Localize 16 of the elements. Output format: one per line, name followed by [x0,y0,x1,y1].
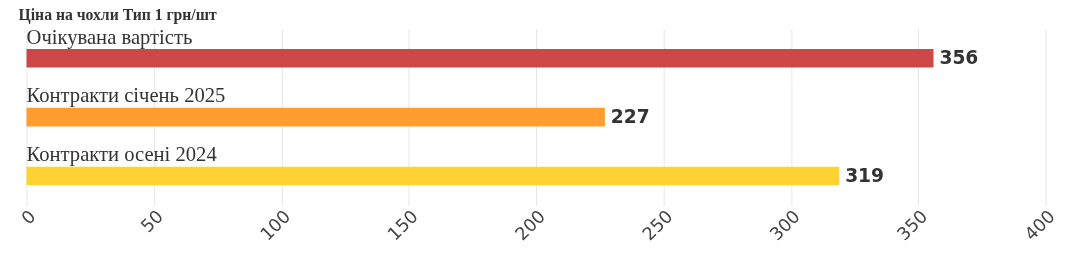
x-tick-label: 0 [17,206,40,229]
y-tick-label: Контракти січень 2025 [26,84,226,108]
chart-title: Ціна на чохли Тип 1 грн/шт [18,5,217,24]
data-label: 319 [845,164,885,186]
x-tick-label: 250 [638,206,677,245]
x-tick-label: 100 [256,206,295,245]
x-tick-label: 300 [765,206,804,245]
x-tick-label: 200 [511,206,550,245]
data-label: 356 [939,47,979,69]
y-tick-label: Очікувана вартість [26,25,193,49]
x-tick-label: 350 [893,206,932,245]
x-tick-label: 50 [136,206,167,237]
x-tick-label: 150 [383,206,422,245]
data-label: 227 [610,106,650,128]
x-tick-label: 400 [1020,206,1059,245]
y-tick-label: Контракти осені 2024 [26,143,217,167]
